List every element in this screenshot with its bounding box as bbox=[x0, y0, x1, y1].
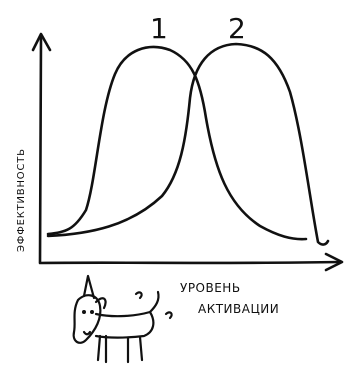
curve-2-label: 2 bbox=[228, 12, 246, 45]
x-axis-label-line2: АКТИВАЦИИ bbox=[198, 302, 279, 316]
x-axis-label-line1: УРОВЕНЬ bbox=[180, 281, 241, 295]
y-axis-label: ЭФФЕКТИВНОСТЬ bbox=[16, 148, 27, 252]
y-axis bbox=[38, 34, 43, 264]
curve-1-label: 1 bbox=[150, 12, 168, 45]
x-axis bbox=[38, 260, 342, 265]
x-axis-arrow-icon bbox=[324, 252, 344, 272]
curve-1 bbox=[46, 45, 308, 241]
dog-sketch-icon bbox=[72, 274, 173, 364]
y-axis-arrow-icon bbox=[31, 32, 52, 52]
curve-2 bbox=[46, 42, 330, 246]
